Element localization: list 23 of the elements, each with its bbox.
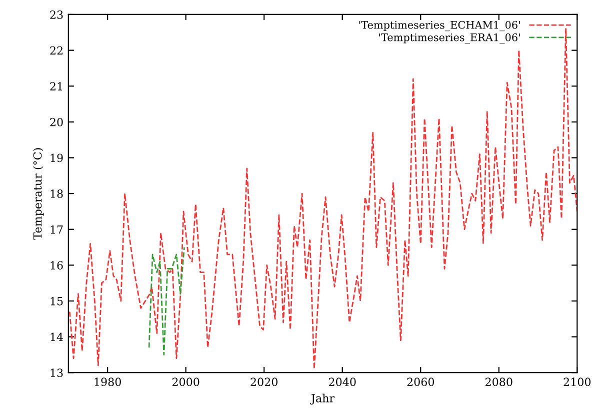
y-axis-title: Temperatur (°C) (33, 148, 44, 240)
y-tick-label: 20 (50, 118, 63, 126)
y-tick-label: 13 (50, 368, 63, 377)
y-tick-label: 18 (50, 190, 63, 198)
y-tick-label: 23 (50, 10, 63, 19)
x-tick-label: 1980 (94, 378, 121, 386)
x-tick-label: 2040 (328, 378, 356, 386)
y-tick-label: 19 (50, 154, 63, 162)
y-tick-label: 14 (50, 332, 64, 342)
y-tick-label: 15 (50, 296, 63, 306)
x-axis-title: Jahr (310, 394, 335, 405)
x-tick-label: 2020 (250, 378, 278, 386)
legend-label: 'Temptimeseries_ERA1_06' (379, 33, 520, 44)
line-series (148, 246, 185, 356)
y-tick-label: 17 (50, 225, 63, 234)
y-tick-label: 16 (50, 261, 63, 270)
x-tick-label: 2080 (486, 378, 512, 386)
x-tick-label: 2060 (407, 378, 434, 386)
legend-label: 'Temptimeseries_ECHAM1_06' (359, 20, 520, 32)
y-tick-label: 22 (50, 46, 62, 55)
x-tick-label: 2000 (172, 378, 200, 386)
x-tick-label: 2100 (564, 378, 591, 386)
y-tick-label: 21 (50, 82, 62, 90)
